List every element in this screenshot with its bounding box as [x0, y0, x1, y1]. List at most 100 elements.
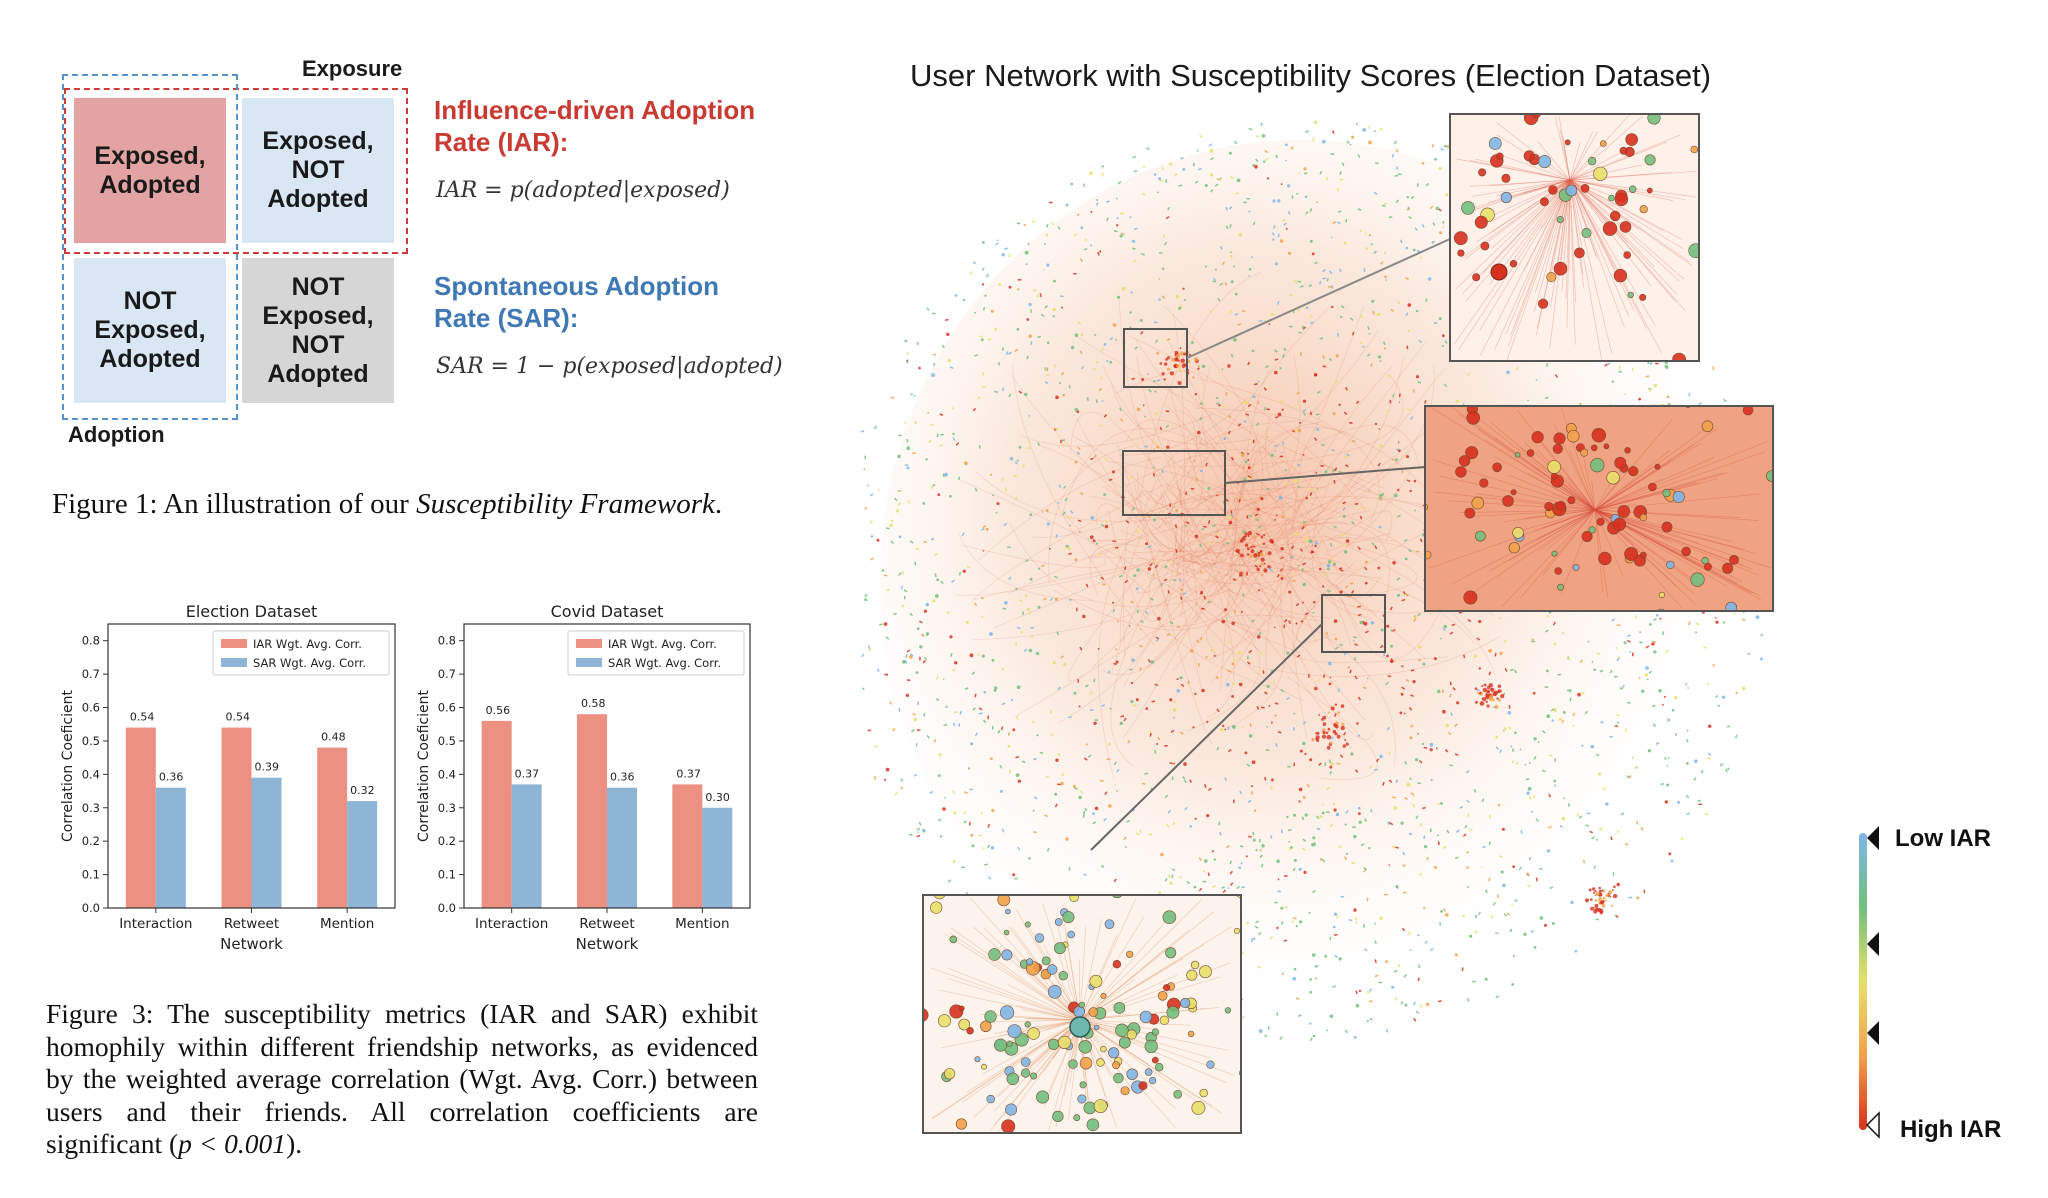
bar-sar-interaction [511, 784, 542, 908]
highlight-box-lower [1321, 594, 1386, 653]
y-tick-label: 0.0 [82, 901, 100, 915]
x-axis-label: Network [576, 935, 639, 953]
bar-data-label: 0.54 [130, 711, 155, 724]
iar-formula: IAR = p(adopted|exposed) [436, 178, 730, 203]
sar-title: Spontaneous Adoption Rate (SAR): [434, 271, 719, 333]
bar-data-label: 0.58 [581, 697, 606, 710]
y-tick-label: 0.4 [438, 767, 456, 781]
y-tick-label: 0.5 [82, 734, 100, 748]
figure-1: Exposure Exposed, Adopted Exposed, NOT Adop… [0, 0, 820, 540]
bar-sar-mention [347, 801, 378, 908]
y-tick-label: 0.3 [82, 801, 100, 815]
network-graph [860, 113, 1880, 1139]
inset-frame [1449, 113, 1700, 362]
x-axis-label: Network [220, 935, 283, 953]
y-tick-label: 0.7 [82, 667, 100, 681]
inset-frame [1424, 405, 1774, 612]
legend-swatch [576, 658, 602, 667]
legend-label: IAR Wgt. Avg. Corr. [253, 637, 362, 651]
bar-data-label: 0.56 [486, 704, 511, 717]
inset-frame [922, 894, 1242, 1134]
bar-data-label: 0.36 [159, 771, 184, 784]
bar-data-label: 0.30 [705, 791, 730, 804]
bar-data-label: 0.37 [515, 767, 540, 780]
y-tick-label: 0.1 [438, 868, 456, 882]
bar-iar-retweet [577, 714, 607, 908]
figure-1-caption: Figure 1: An illustration of our Suscept… [52, 488, 723, 520]
inset-top [1449, 113, 1700, 362]
y-tick-label: 0.0 [438, 901, 456, 915]
y-tick-label: 0.6 [438, 701, 456, 715]
chart-title: Covid Dataset [551, 602, 664, 621]
y-tick-label: 0.6 [82, 701, 100, 715]
exposure-label: Exposure [302, 56, 403, 81]
inset-connector [1186, 238, 1451, 359]
colorbar-high-label: High IAR [1900, 1116, 2002, 1143]
inset-background [1450, 114, 1699, 361]
iar-title: Influence-driven Adoption Rate (IAR): [434, 95, 756, 157]
figure-3-caption: Figure 3: The susceptibility metrics (IA… [46, 998, 758, 1159]
inset-connector [1224, 466, 1426, 484]
y-tick-label: 0.5 [438, 734, 456, 748]
inset-connector [1090, 623, 1323, 851]
bar-sar-retweet [607, 787, 637, 908]
inset-center [1424, 405, 1774, 612]
y-tick-label: 0.8 [82, 634, 100, 648]
x-tick-label: Mention [675, 916, 729, 932]
y-tick-label: 0.1 [82, 868, 100, 882]
x-tick-label: Retweet [579, 916, 634, 932]
plot-frame [107, 623, 396, 909]
bar-iar-interaction [481, 720, 512, 908]
cell-exposed-adopted: Exposed, Adopted [74, 98, 226, 243]
chart-title: Election Dataset [186, 602, 318, 621]
y-tick-label: 0.2 [82, 834, 100, 848]
figure-3-bar-charts: Election Dataset 0.0 0.1 0.2 0.3 0.4 0.5 0.6 0.7… [60, 602, 751, 953]
y-tick-label: 0.3 [438, 801, 456, 815]
bar-data-label: 0.37 [676, 767, 701, 780]
y-tick-label: 0.7 [438, 667, 456, 681]
y-tick-label: 0.8 [438, 634, 456, 648]
iar-colorbar [1859, 826, 1880, 1139]
bar-data-label: 0.54 [226, 711, 251, 724]
legend [212, 630, 390, 676]
bar-iar-mention [672, 784, 703, 908]
hub-node [1490, 263, 1508, 281]
bar-iar-interaction [125, 727, 156, 908]
colorbar-marker [1867, 826, 1879, 850]
colorbar-gradient [1859, 833, 1867, 1130]
adoption-label: Adoption [68, 422, 165, 447]
sar-formula: SAR = 1 − p(exposed|adopted) [436, 354, 783, 379]
adoption-dashed-box [62, 74, 238, 420]
y-axis-label: Correlation Coeficient [60, 689, 76, 841]
y-tick-label: 0.4 [82, 767, 100, 781]
x-tick-label: Mention [320, 916, 374, 932]
network-title: User Network with Susceptibility Scores … [910, 58, 1712, 93]
bar-data-label: 0.36 [610, 771, 635, 784]
colorbar-low-label: Low IAR [1895, 825, 1991, 852]
bar-sar-retweet [251, 777, 282, 908]
colorbar-marker [1867, 1021, 1879, 1045]
bar-iar-mention [317, 747, 348, 908]
y-axis-label: Correlation Coeficient [416, 689, 432, 841]
zoom-highlights [1090, 238, 1451, 851]
colorbar-marker [1865, 1111, 1880, 1139]
network-figure: User Network with Susceptibility Scores … [850, 40, 2048, 1198]
x-tick-label: Interaction [119, 916, 192, 932]
legend [567, 630, 745, 676]
legend-swatch [221, 639, 247, 648]
colorbar-marker [1867, 932, 1879, 956]
bar-sar-mention [702, 807, 733, 908]
bar-chart-1: Election Dataset 0.0 0.1 0.2 0.3 0.4 0.5 0.6 0.7… [60, 602, 396, 953]
y-tick-label: 0.2 [438, 834, 456, 848]
legend-swatch [221, 658, 247, 667]
bar-data-label: 0.39 [255, 761, 280, 774]
hub-node [1069, 1016, 1091, 1038]
x-tick-label: Interaction [475, 916, 548, 932]
cell-not-exposed-not-adopted: NOT Exposed, NOT Adopted [242, 258, 394, 403]
legend-label: SAR Wgt. Avg. Corr. [253, 656, 366, 670]
inset-lower [922, 894, 1242, 1134]
network-edges [955, 272, 1521, 780]
legend-label: IAR Wgt. Avg. Corr. [608, 637, 717, 651]
bar-chart-2: Covid Dataset 0.0 0.1 0.2 0.3 0.4 0.5 0.6 0.7 0.8… [416, 602, 751, 953]
bar-data-label: 0.32 [350, 784, 375, 797]
